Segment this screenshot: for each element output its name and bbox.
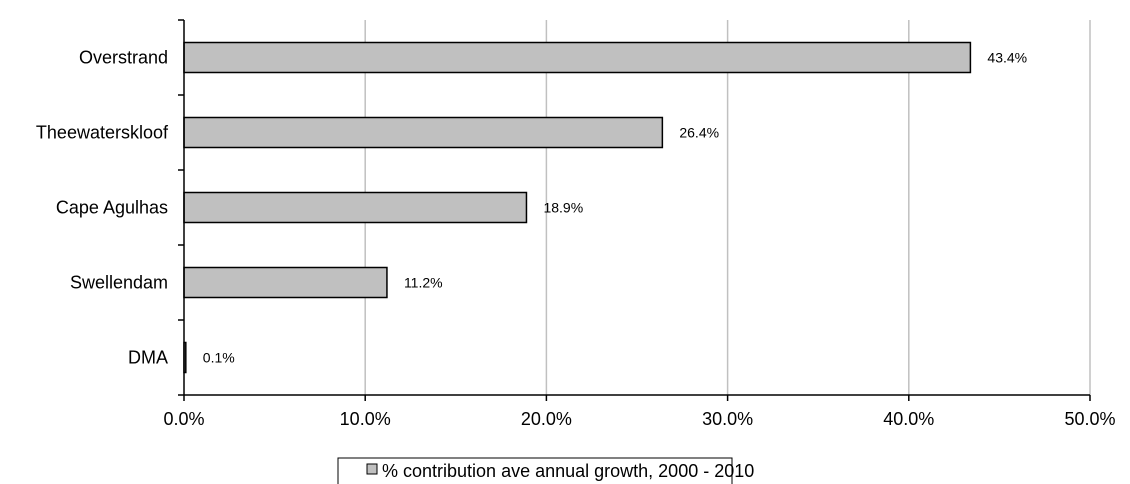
data-label: 11.2% bbox=[404, 275, 443, 291]
x-tick-label: 20.0% bbox=[521, 409, 572, 429]
bar bbox=[183, 266, 388, 299]
category-labels: Overstrand Theewaterskloof Cape Agulhas Swe… bbox=[36, 48, 169, 368]
legend-swatch bbox=[366, 463, 378, 475]
category-label: Cape Agulhas bbox=[56, 198, 168, 218]
data-labels: 43.4% 26.4% 18.9% 11.2% 0.1% bbox=[203, 50, 1027, 366]
x-tick-label: 40.0% bbox=[883, 409, 934, 429]
bar bbox=[183, 41, 972, 74]
data-label: 26.4% bbox=[679, 125, 719, 141]
bar bbox=[183, 191, 528, 224]
bar bbox=[183, 116, 664, 149]
category-label: Overstrand bbox=[79, 48, 168, 68]
x-tick-labels: 0.0% 10.0% 20.0% 30.0% 40.0% 50.0% bbox=[163, 409, 1115, 429]
x-tick-label: 30.0% bbox=[702, 409, 753, 429]
category-label: Swellendam bbox=[70, 273, 168, 293]
axes bbox=[178, 19, 1091, 401]
data-label: 18.9% bbox=[543, 200, 583, 216]
x-tick-label: 50.0% bbox=[1064, 409, 1115, 429]
data-label: 43.4% bbox=[987, 50, 1027, 66]
x-tick-label: 0.0% bbox=[163, 409, 204, 429]
legend-label: % contribution ave annual growth, 2000 -… bbox=[382, 461, 754, 481]
category-label: Theewaterskloof bbox=[36, 123, 169, 143]
legend-box bbox=[337, 457, 733, 484]
category-label: DMA bbox=[128, 348, 168, 368]
data-label: 0.1% bbox=[203, 350, 235, 366]
legend: % contribution ave annual growth, 2000 -… bbox=[337, 457, 754, 484]
x-tick-label: 10.0% bbox=[340, 409, 391, 429]
grid-lines bbox=[364, 20, 1091, 395]
